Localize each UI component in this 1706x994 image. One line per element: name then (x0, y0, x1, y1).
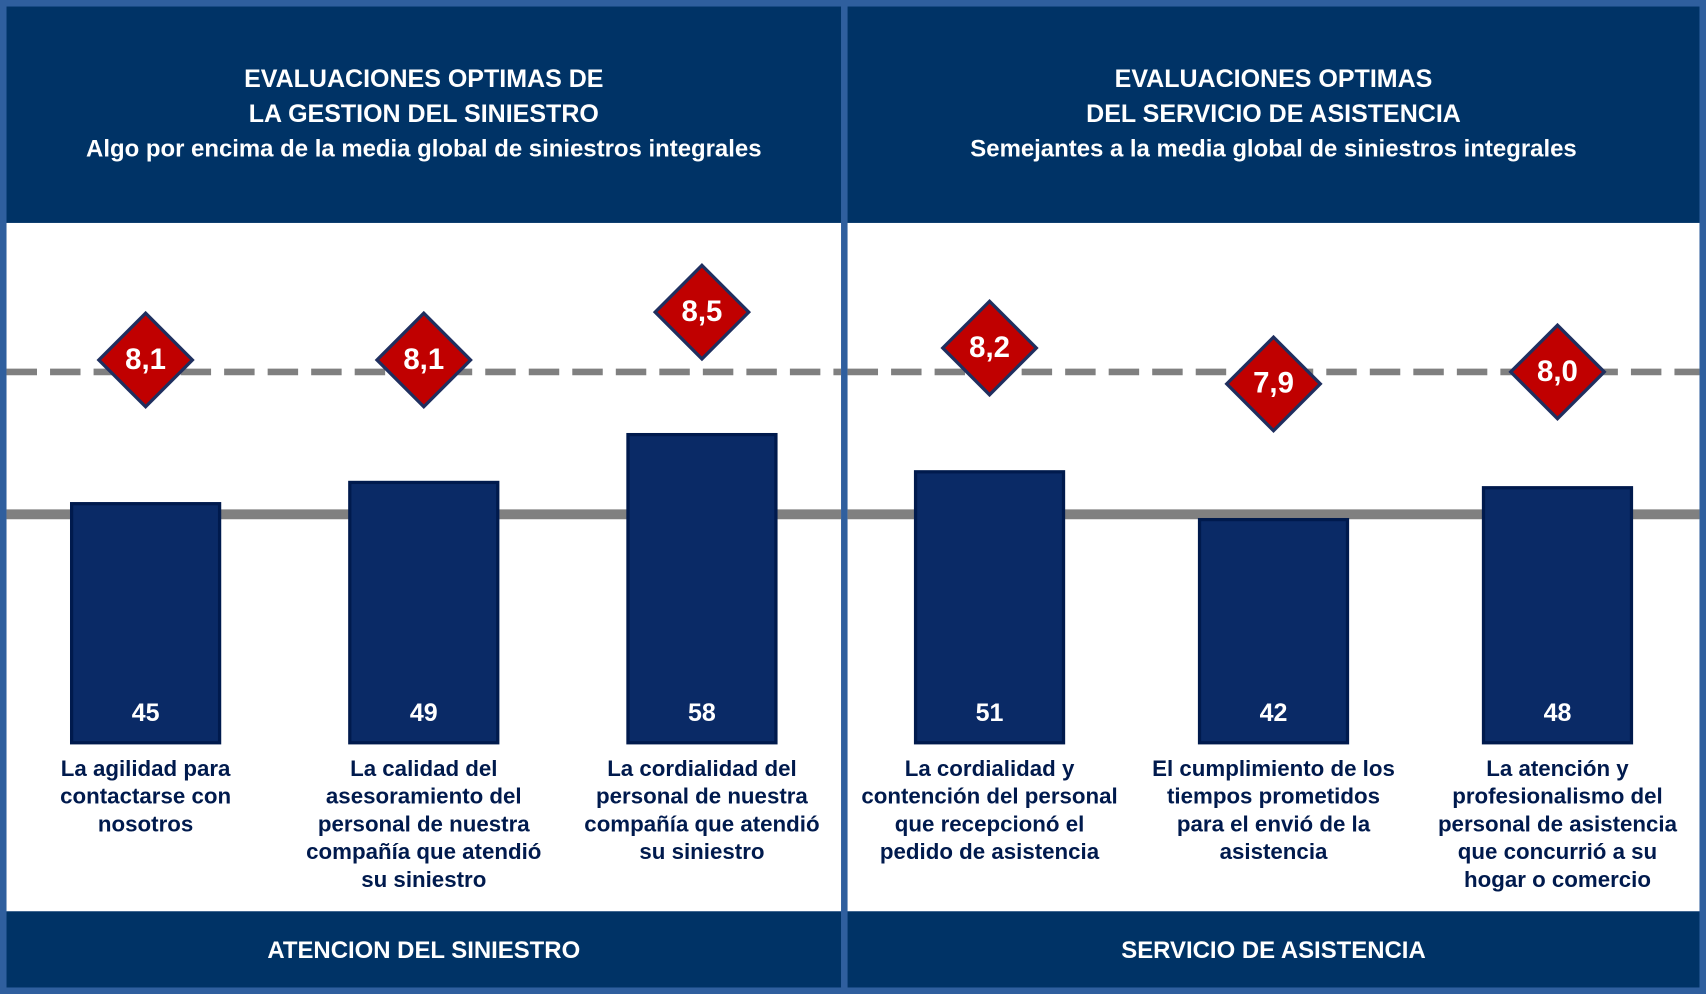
category-label: La calidad del (350, 756, 497, 781)
category-label: La cordialidad del (607, 756, 796, 781)
bar-value-label: 49 (410, 699, 438, 727)
chart-subtitle: Algo por encima de la media global de si… (86, 135, 761, 162)
bar-value-label: 48 (1544, 699, 1572, 727)
category-label: La atención y (1486, 756, 1629, 781)
category-label: para el envió de la (1177, 811, 1371, 836)
category-label: hogar o comercio (1464, 867, 1651, 892)
score-label: 8,5 (682, 295, 723, 328)
chart-title: DEL SERVICIO DE ASISTENCIA (1086, 100, 1461, 128)
chart-subtitle: Semejantes a la media global de siniestr… (970, 135, 1576, 162)
category-label: personal de asistencia (1438, 811, 1678, 836)
category-label: que concurrió a su (1458, 839, 1657, 864)
category-label: personal de nuestra (596, 784, 808, 809)
category-label: compañía que atendió (584, 811, 819, 836)
category-label: La agilidad para (61, 756, 231, 781)
footer-label: SERVICIO DE ASISTENCIA (1121, 937, 1425, 964)
infographic: EVALUACIONES OPTIMAS DE LA GESTION DEL SI… (0, 0, 1706, 994)
chart-title: LA GESTION DEL SINIESTRO (249, 100, 599, 128)
category-label: El cumplimiento de los (1152, 756, 1395, 781)
score-label: 7,9 (1253, 367, 1294, 400)
category-label: su siniestro (361, 867, 486, 892)
category-label: su siniestro (639, 839, 764, 864)
bar-value-label: 58 (688, 699, 716, 727)
footer-label: ATENCION DEL SINIESTRO (267, 937, 580, 964)
chart-title: EVALUACIONES OPTIMAS DE (244, 65, 603, 93)
category-label: asesoramiento del (326, 784, 522, 809)
category-label: personal de nuestra (318, 811, 530, 836)
score-label: 8,2 (969, 331, 1010, 364)
category-label: pedido de asistencia (880, 839, 1100, 864)
chart-title: EVALUACIONES OPTIMAS (1115, 65, 1433, 93)
category-label: asistencia (1220, 839, 1328, 864)
category-label: contención del personal (861, 784, 1117, 809)
category-label: contactarse con (60, 784, 231, 809)
bar-value-label: 45 (132, 699, 160, 727)
category-label: La cordialidad y (905, 756, 1075, 781)
category-label: profesionalismo del (1452, 784, 1663, 809)
category-label: que recepcionó el (895, 811, 1084, 836)
score-label: 8,0 (1537, 355, 1578, 388)
score-label: 8,1 (125, 343, 166, 376)
bar (628, 435, 776, 743)
category-label: compañía que atendió (306, 839, 541, 864)
bar-value-label: 42 (1260, 699, 1288, 727)
bar-value-label: 51 (976, 699, 1004, 727)
category-label: tiempos prometidos (1167, 784, 1380, 809)
score-label: 8,1 (403, 343, 444, 376)
category-label: nosotros (98, 811, 193, 836)
